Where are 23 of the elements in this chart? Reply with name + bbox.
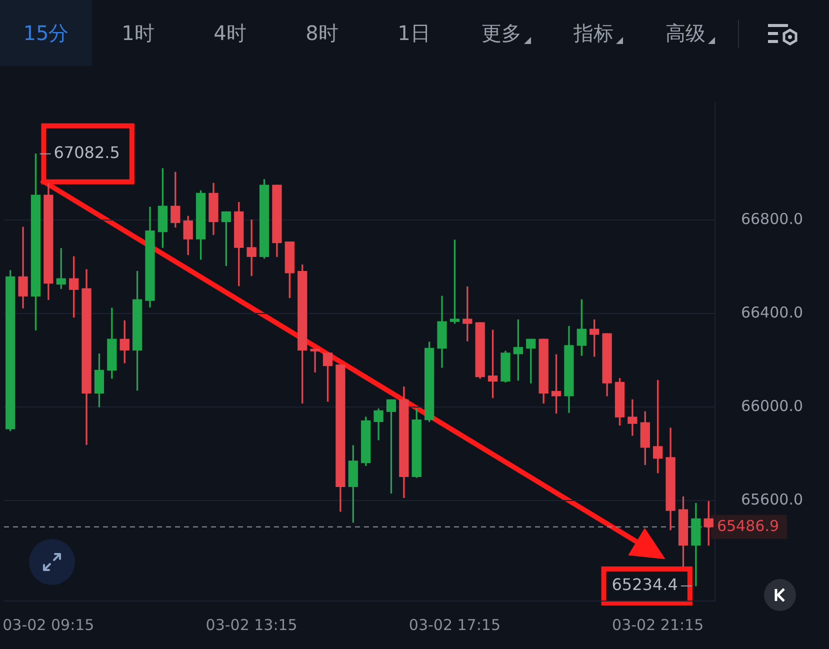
x-tick-label: 03-02 17:15 xyxy=(408,616,500,634)
x-tick-label: 03-02 13:15 xyxy=(206,616,298,634)
candlestick xyxy=(18,226,28,308)
text: 高级 xyxy=(666,20,706,46)
y-tick-label: 66000.0 xyxy=(740,396,803,415)
text: 4时 xyxy=(214,20,246,46)
text: 指标 xyxy=(574,20,614,46)
annotation: 67082.5 xyxy=(54,143,120,162)
text: 1日 xyxy=(398,20,430,46)
ref-line-label: 65486.9 xyxy=(716,516,779,535)
y-tick-label: 66400.0 xyxy=(740,303,803,322)
candlestick xyxy=(628,399,638,436)
x-tick-label: 03-02 09:15 xyxy=(2,616,94,634)
y-tick-label: 66800.0 xyxy=(740,210,803,228)
annotation: 65234.4 xyxy=(612,575,678,594)
x-tick-label: 03-02 21:15 xyxy=(612,616,704,634)
text: 1时 xyxy=(122,20,154,46)
text: 15分 xyxy=(23,20,69,46)
y-tick-label: 65600.0 xyxy=(740,490,803,508)
candlestick xyxy=(310,348,320,372)
text: 更多 xyxy=(482,20,522,46)
candlestick xyxy=(246,220,256,276)
text: 8时 xyxy=(306,20,338,46)
